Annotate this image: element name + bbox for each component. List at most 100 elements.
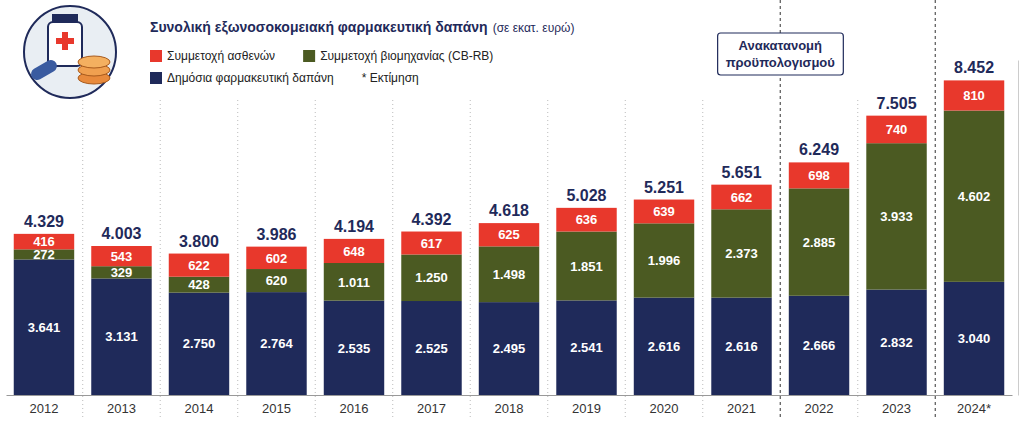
segment-label: 4.602	[958, 189, 991, 204]
annotation-line: προϋπολογισμού	[726, 55, 836, 70]
segment-label: 2.525	[415, 341, 448, 356]
annotation-line: Ανακατανομή	[739, 38, 822, 53]
legend: Συμμετοχή ασθενών Συμμετοχή βιομηχανίας (…	[150, 49, 493, 85]
bar-segment	[634, 223, 694, 297]
legend-label: Συμμετοχή βιομηχανίας (CB-RB)	[320, 49, 493, 63]
x-tick: 2016	[340, 395, 369, 416]
segment-label: 617	[421, 236, 443, 251]
icon-bottle	[48, 22, 82, 66]
separator	[82, 100, 83, 418]
segment-label: 3.933	[880, 209, 913, 224]
bar-segment	[169, 254, 229, 277]
segment-label: 625	[498, 227, 520, 242]
bar-segment	[169, 293, 229, 395]
separator	[547, 100, 548, 418]
x-tick-label: 2019	[572, 401, 601, 416]
bar-segment	[14, 259, 74, 395]
bar-segment	[944, 80, 1004, 110]
x-tick-label: 2022	[805, 401, 834, 416]
bar-segment	[324, 263, 384, 301]
segment-label: 810	[963, 88, 985, 103]
title-main: Συνολική εξωνοσοκομειακή φαρμακευτική δα…	[150, 19, 488, 35]
annotation-text: Ανακατανομή προϋπολογισμού	[726, 38, 836, 70]
title: Συνολική εξωνοσοκομειακή φαρμακευτική δα…	[150, 19, 574, 35]
bar-segment	[866, 290, 926, 395]
bar-segment	[401, 254, 461, 301]
segment-label: 2.373	[725, 246, 758, 261]
data-labels: 3.6413.1312.7502.7642.5352.5252.4952.541…	[24, 59, 994, 356]
x-tick: 2024*	[957, 395, 991, 416]
bar-segment	[866, 116, 926, 144]
legend-swatch	[150, 72, 162, 84]
separator	[702, 100, 703, 418]
bar-segment	[14, 234, 74, 249]
bar-segment	[634, 298, 694, 395]
separator	[160, 100, 161, 418]
segment-label: 1.011	[338, 275, 370, 290]
segment-label: 272	[33, 247, 55, 262]
x-tick-label: 2012	[30, 401, 59, 416]
bar-segment	[944, 111, 1004, 282]
x-tick: 2019	[572, 395, 601, 416]
bar-segment	[401, 232, 461, 255]
decor	[83, 0, 936, 418]
segment-label: 2.541	[570, 340, 603, 355]
total-label: 4.618	[489, 202, 529, 219]
bar-segment	[324, 239, 384, 263]
x-tick-label: 2016	[340, 401, 369, 416]
x-tick: 2022	[805, 395, 834, 416]
segment-label: 1.996	[648, 253, 681, 268]
bar-segment	[479, 302, 539, 395]
x-tick-label: 2024*	[957, 401, 991, 416]
segment-label: 3.641	[28, 320, 61, 335]
x-tick: 2017	[417, 395, 446, 416]
segment-label: 2.750	[183, 336, 216, 351]
segment-label: 416	[33, 234, 55, 249]
segment-label: 620	[266, 273, 288, 288]
segment-label: 2.764	[260, 336, 293, 351]
separator	[857, 100, 858, 418]
bar-segment	[479, 246, 539, 302]
bar-segment	[944, 282, 1004, 395]
separator	[935, 0, 936, 418]
bar-segment	[711, 209, 771, 297]
segment-label: 698	[808, 168, 830, 183]
bar-segment	[169, 277, 229, 293]
x-tick-label: 2021	[727, 401, 756, 416]
separator	[392, 100, 393, 418]
segment-label: 428	[188, 277, 210, 292]
y-axis-line	[1018, 61, 1019, 396]
segment-label: 2.535	[338, 341, 371, 356]
segment-label: 2.666	[803, 338, 836, 353]
total-label: 4.392	[411, 211, 451, 228]
total-label: 6.249	[799, 141, 839, 158]
note: * Εκτίμηση	[362, 71, 419, 85]
bar-segment	[324, 301, 384, 395]
annotation-box	[718, 33, 844, 75]
bar-segment	[91, 246, 151, 266]
bar-segment	[789, 296, 849, 395]
total-label: 3.986	[256, 226, 296, 243]
segment-label: 543	[111, 249, 133, 264]
icon-cross	[56, 38, 74, 44]
legend-label: Συμμετοχή ασθενών	[167, 49, 275, 63]
x-tick: 2018	[495, 395, 524, 416]
x-tick-label: 2014	[185, 401, 214, 416]
bar-segment	[246, 247, 306, 269]
annotation: Ανακατανομή προϋπολογισμού	[718, 33, 844, 75]
bar-segment	[711, 298, 771, 395]
y-axis	[1018, 61, 1019, 396]
x-tick-label: 2015	[262, 401, 291, 416]
subtitle: (σε εκατ. ευρώ)	[493, 21, 575, 35]
segment-label: 2.495	[493, 341, 526, 356]
bar-segment	[789, 162, 849, 188]
legend-swatch	[150, 50, 162, 62]
bars	[14, 80, 1004, 395]
bar-segment	[789, 188, 849, 295]
icon-coin	[78, 56, 110, 68]
segment-label: 3.040	[958, 331, 991, 346]
separator	[315, 100, 316, 418]
segment-label: 648	[343, 244, 365, 259]
segment-label: 1.851	[570, 259, 603, 274]
x-axis: 2012201320142015201620172018201920202021…	[7, 395, 1013, 416]
